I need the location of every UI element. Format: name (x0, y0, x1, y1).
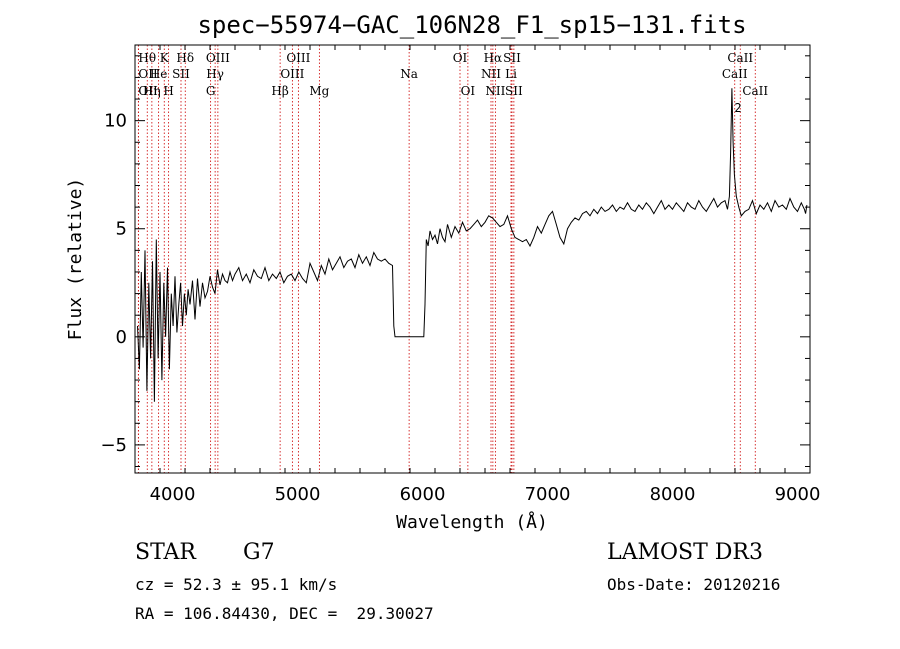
object-subclass: G7 (243, 540, 275, 565)
line-label-19: Hα (484, 51, 503, 65)
x-axis: 4000 5000 6000 7000 8000 9000 (134, 45, 821, 505)
line-label-13: OIII (280, 67, 304, 81)
x-tick-label: 9000 (775, 484, 821, 505)
line-label-11: G (206, 84, 216, 98)
line-label-6: H (163, 84, 173, 98)
line-label-22: SII (503, 51, 521, 65)
x-tick-label: 7000 (525, 484, 571, 505)
line-markers (137, 45, 756, 473)
x-tick-label: 6000 (400, 484, 446, 505)
x-tick-label: 8000 (650, 484, 696, 505)
y-tick-label: 10 (104, 111, 127, 132)
line-label-12: OIII (286, 51, 310, 65)
line-label-21: NII (485, 84, 505, 98)
sky-coordinates: RA = 106.84430, DEC = 29.30027 (135, 604, 434, 623)
object-class: STAR (135, 540, 196, 565)
line-label-14: Hβ (271, 84, 288, 98)
line-label-27: CaII (742, 84, 768, 98)
line-label-4: K (160, 51, 170, 65)
spectrum-line (137, 88, 808, 402)
redshift-velocity: cz = 52.3 ± 95.1 km/s (135, 575, 338, 594)
y-tick-label: 5 (116, 219, 127, 240)
y-axis: −5 0 5 10 (100, 55, 810, 468)
y-axis-label: Flux (relative) (65, 178, 86, 341)
line-label-10: Hγ (206, 67, 224, 81)
chart-title: spec−55974−GAC_106N28_F1_sp15−131.fits (197, 11, 746, 39)
plot-frame (134, 44, 811, 474)
line-label-25: CaII (727, 51, 753, 65)
line-label-15: Mg (309, 84, 329, 98)
line-label-8: Hδ (176, 51, 194, 65)
line-label-0: Hθ (138, 51, 156, 65)
line-label-24: SII (505, 84, 523, 98)
line-label-2: OII (138, 84, 158, 98)
y-tick-label: 0 (116, 327, 127, 348)
line-label-16: Na (400, 67, 418, 81)
line-label-17: OI (453, 51, 468, 65)
line-label-7: SII (172, 67, 190, 81)
line-label-1: OII (138, 67, 158, 81)
line-label-20: NII (481, 67, 501, 81)
spike-label: 2 (734, 101, 741, 115)
observation-date: Obs-Date: 20120216 (607, 575, 781, 594)
line-label-18: OI (461, 84, 476, 98)
survey-name: LAMOST DR3 (607, 540, 763, 565)
x-tick-label: 5000 (275, 484, 321, 505)
line-label-9: OIII (206, 51, 230, 65)
x-tick-label: 4000 (150, 484, 196, 505)
y-tick-label: −5 (100, 435, 127, 456)
x-axis-label: Wavelength (Å) (396, 511, 548, 533)
line-label-3: Hη (143, 84, 161, 98)
line-label-26: CaII (722, 67, 748, 81)
line-label-5: He (150, 67, 168, 81)
line-label-23: Li (505, 67, 517, 81)
